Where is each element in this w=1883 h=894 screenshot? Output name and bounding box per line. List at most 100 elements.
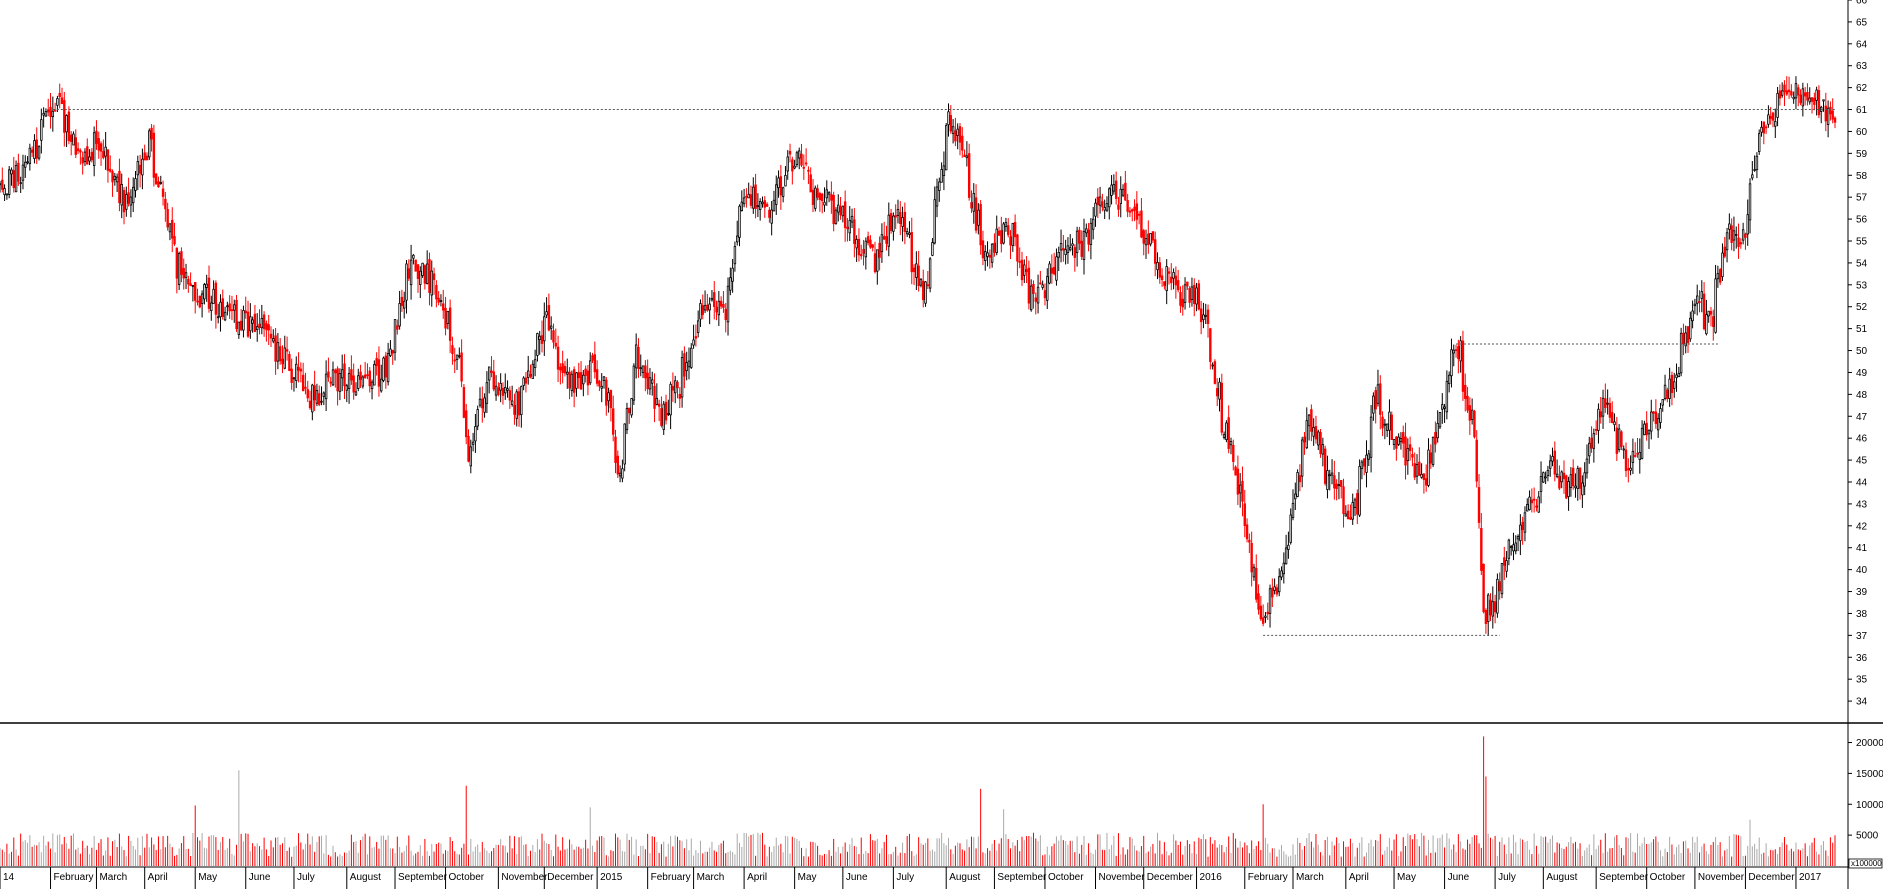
volume-bar bbox=[1097, 834, 1099, 866]
volume-bar bbox=[1448, 838, 1450, 866]
candle-body bbox=[830, 194, 833, 201]
volume-bar bbox=[401, 852, 403, 866]
volume-bar bbox=[541, 833, 543, 866]
month-label: July bbox=[297, 872, 315, 883]
candle-body bbox=[1544, 476, 1547, 479]
candle-body bbox=[1744, 233, 1747, 238]
volume-bar bbox=[178, 848, 180, 866]
volume-bar bbox=[1058, 840, 1060, 866]
candle-body bbox=[1507, 539, 1511, 559]
volume-bar bbox=[948, 837, 950, 866]
candle bbox=[1085, 223, 1088, 238]
candle-body bbox=[607, 392, 610, 402]
candle-body bbox=[1073, 247, 1077, 258]
candle bbox=[260, 304, 264, 335]
volume-bar bbox=[1793, 851, 1795, 866]
candle bbox=[623, 423, 626, 472]
candle-body bbox=[1257, 593, 1260, 610]
candle-body bbox=[1248, 539, 1251, 543]
candle bbox=[1211, 362, 1214, 370]
candle-body bbox=[1698, 301, 1701, 303]
candle-body bbox=[593, 354, 597, 373]
candle bbox=[1098, 186, 1102, 214]
candle bbox=[458, 347, 461, 359]
price-tick-label: 47 bbox=[1856, 412, 1868, 423]
candle bbox=[1737, 223, 1740, 259]
candle-body bbox=[662, 403, 665, 430]
candle-body bbox=[671, 385, 675, 391]
candle bbox=[1149, 233, 1152, 247]
volume-bar bbox=[56, 835, 58, 866]
candle-body bbox=[1034, 297, 1037, 302]
volume-bar bbox=[683, 848, 685, 866]
candle bbox=[1420, 463, 1423, 479]
candle bbox=[1799, 89, 1802, 106]
candle bbox=[226, 301, 229, 316]
candle-body bbox=[1078, 229, 1081, 244]
candle bbox=[1314, 415, 1318, 444]
candle bbox=[1232, 439, 1235, 471]
volume-bar bbox=[1781, 842, 1783, 866]
candle-body bbox=[1516, 536, 1520, 540]
volume-bar bbox=[1262, 804, 1264, 866]
candle bbox=[984, 245, 987, 271]
candle bbox=[563, 360, 567, 377]
volume-bar bbox=[1386, 846, 1388, 866]
candle-body bbox=[1755, 155, 1759, 171]
volume-bar bbox=[270, 840, 272, 866]
candle-body bbox=[520, 386, 523, 415]
candle-body bbox=[850, 215, 854, 223]
volume-bar bbox=[1813, 837, 1815, 866]
volume-bar bbox=[1179, 841, 1181, 866]
volume-bar bbox=[881, 848, 883, 866]
volume-bar bbox=[1012, 842, 1014, 866]
month-label: February bbox=[54, 872, 94, 883]
candle bbox=[1128, 207, 1132, 217]
candle bbox=[1222, 431, 1226, 440]
candle bbox=[1027, 260, 1031, 310]
candle-body bbox=[974, 197, 978, 231]
volume-bar bbox=[447, 850, 449, 866]
candle-body bbox=[1156, 262, 1159, 271]
candle bbox=[1780, 82, 1784, 98]
volume-bar bbox=[1490, 837, 1492, 866]
candle bbox=[674, 375, 677, 404]
candle-body bbox=[405, 263, 408, 301]
volume-bar bbox=[1439, 837, 1441, 866]
candle-body bbox=[816, 188, 819, 198]
candle bbox=[664, 394, 668, 425]
volume-bar bbox=[417, 851, 419, 866]
candle bbox=[1751, 161, 1754, 181]
candle bbox=[768, 207, 771, 223]
candle bbox=[1273, 578, 1276, 595]
candle bbox=[1218, 377, 1221, 412]
volume-bar bbox=[1067, 844, 1069, 866]
volume-bar bbox=[1609, 848, 1611, 866]
candle-body bbox=[1523, 512, 1527, 533]
volume-bar bbox=[435, 843, 437, 866]
candle-body bbox=[138, 164, 142, 174]
candle-body bbox=[1108, 188, 1111, 208]
candle-body bbox=[1165, 266, 1168, 291]
volume-bar bbox=[1767, 856, 1769, 866]
candle-body bbox=[1810, 97, 1814, 102]
candle-body bbox=[106, 149, 110, 171]
volume-bar bbox=[722, 840, 724, 866]
volume-bar bbox=[996, 850, 998, 866]
candle-body bbox=[1094, 202, 1097, 217]
candle bbox=[26, 156, 29, 165]
volume-bar bbox=[440, 843, 442, 866]
candle-body bbox=[481, 398, 484, 409]
candle bbox=[1392, 439, 1396, 450]
candle bbox=[938, 177, 941, 202]
volume-bar bbox=[1600, 839, 1602, 866]
month-label: August bbox=[350, 872, 381, 883]
volume-bar bbox=[70, 835, 72, 866]
volume-bar bbox=[95, 849, 97, 866]
candle bbox=[777, 170, 780, 198]
volume-bar bbox=[141, 836, 143, 866]
volume-bar bbox=[174, 855, 176, 866]
candle bbox=[1617, 424, 1621, 453]
volume-bar bbox=[284, 837, 286, 866]
candle-body bbox=[1335, 483, 1338, 489]
